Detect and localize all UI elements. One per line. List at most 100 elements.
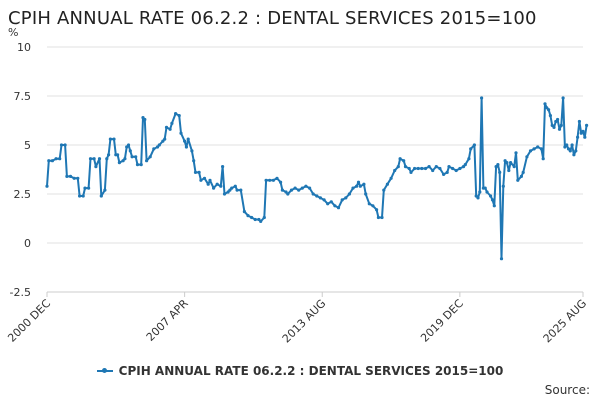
data-point (557, 127, 562, 131)
data-point (184, 145, 188, 149)
data-point (552, 125, 556, 129)
data-point (50, 159, 55, 163)
data-point (568, 149, 572, 153)
data-point (423, 166, 428, 171)
data-point (192, 159, 196, 163)
data-point (139, 163, 143, 167)
data-point (559, 123, 563, 127)
data-point (134, 155, 138, 159)
y-tick-label: 10 (17, 41, 31, 54)
data-point (467, 157, 471, 161)
data-point (262, 215, 266, 220)
data-point (206, 182, 210, 186)
data-point (308, 186, 312, 190)
data-point (431, 168, 435, 173)
data-point (583, 135, 587, 139)
x-tick-label: 2000 DEC (5, 297, 53, 345)
data-point (463, 163, 467, 167)
data-point (108, 137, 112, 141)
data-point (197, 170, 201, 174)
data-point (168, 127, 172, 131)
data-point (311, 192, 315, 196)
data-point (451, 166, 455, 171)
data-point (322, 198, 326, 202)
data-point (539, 147, 544, 151)
data-point (163, 137, 167, 141)
data-point (126, 143, 131, 147)
data-point (286, 192, 290, 196)
data-point (264, 178, 268, 182)
data-point (409, 170, 413, 174)
data-point (561, 96, 565, 100)
data-point (347, 192, 351, 196)
y-axis: -2.5 0 2.5 5 7.5 10 (10, 41, 31, 299)
data-point (516, 178, 520, 182)
data-point (521, 170, 525, 174)
data-point (170, 121, 174, 125)
data-point (427, 165, 431, 169)
data-point (528, 149, 533, 153)
data-point (103, 188, 107, 192)
data-point (116, 153, 120, 157)
data-point (202, 176, 207, 180)
data-point (259, 219, 263, 223)
data-point (230, 186, 234, 190)
x-axis: 2000 DEC 2007 APR 2013 AUG 2019 DEC 2025 AUG (5, 291, 590, 346)
data-point (107, 153, 111, 157)
data-point (304, 184, 308, 188)
data-point (572, 153, 576, 157)
data-point (389, 176, 393, 180)
data-point (222, 192, 227, 196)
data-point (105, 157, 109, 161)
data-point (59, 143, 64, 147)
data-point (246, 214, 250, 218)
data-point (393, 168, 397, 173)
legend[interactable]: CPIH ANNUAL RATE 06.2.2 : DENTAL SERVICE… (0, 364, 600, 378)
data-point (344, 196, 348, 200)
data-point (442, 172, 446, 176)
data-point (507, 168, 511, 173)
data-point (355, 184, 359, 188)
data-point (543, 102, 547, 106)
x-tick-label: 2019 DEC (418, 297, 466, 345)
data-point (297, 188, 301, 192)
data-point (371, 204, 375, 208)
data-point (235, 188, 239, 192)
data-point (326, 202, 330, 206)
data-point (68, 174, 73, 178)
data-point (92, 157, 96, 161)
data-point (193, 170, 198, 174)
data-point (208, 178, 212, 182)
data-point (45, 184, 49, 188)
data-point (445, 170, 449, 174)
data-point (117, 161, 121, 165)
chart-title: CPIH ANNUAL RATE 06.2.2 : DENTAL SERVICE… (8, 8, 537, 29)
data-point (483, 186, 487, 190)
data-point (398, 157, 402, 161)
data-point (152, 147, 156, 151)
data-point (250, 215, 254, 220)
data-point (275, 176, 279, 180)
x-tick-label: 2025 AUG (541, 297, 590, 346)
data-point (190, 149, 194, 153)
data-point (300, 186, 304, 190)
data-point (556, 117, 560, 122)
y-tick-label: 0 (24, 237, 31, 250)
y-tick-label: 2.5 (14, 188, 32, 201)
data-point (413, 166, 417, 171)
data-point (454, 168, 458, 173)
data-point (581, 129, 585, 133)
data-point (480, 96, 484, 100)
data-point (485, 190, 489, 194)
data-point (532, 147, 536, 151)
data-point (416, 166, 420, 171)
data-point (478, 190, 482, 194)
data-point (315, 194, 319, 198)
data-point (143, 117, 147, 122)
data-point (135, 163, 140, 167)
data-point (358, 184, 362, 188)
data-point (496, 163, 500, 167)
data-point (219, 184, 223, 188)
data-point (375, 208, 379, 212)
